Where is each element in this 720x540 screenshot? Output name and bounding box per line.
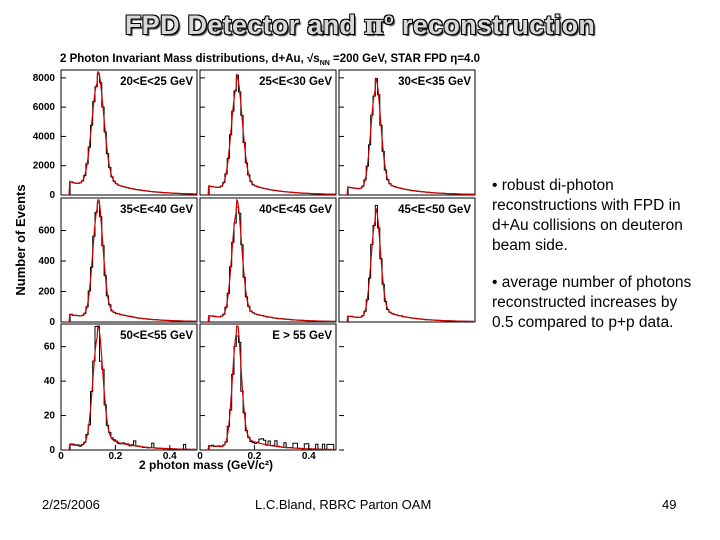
bullet-photon-count: • average number of photons reconstructe… — [492, 274, 692, 331]
y-tick-label: 60 — [44, 342, 56, 353]
x-tick-label: 0.2 — [247, 451, 261, 462]
histogram-series — [339, 204, 476, 323]
x-tick-label: 0.4 — [302, 451, 316, 462]
x-axis-label: 2 photon mass (GeV/c²) — [139, 458, 273, 472]
figure-title-a: 2 Photon Invariant Mass distributions, d… — [60, 53, 307, 65]
panel-frame — [199, 69, 337, 196]
panel-energy-label: 25<E<30 GeV — [259, 76, 332, 88]
y-tick-label: 20 — [44, 411, 56, 422]
y-tick-label: 4000 — [33, 131, 56, 142]
panel-energy-label: E > 55 GeV — [272, 330, 332, 342]
y-tick-label: 0 — [49, 317, 55, 328]
fit-curve — [66, 71, 198, 196]
figure-title-d: =4.0 — [457, 53, 480, 65]
y-tick-label: 200 — [38, 287, 55, 298]
footer-page-number: 49 — [662, 497, 677, 512]
histogram-series — [339, 78, 476, 196]
histogram-series — [61, 73, 198, 196]
footer-author: L.C.Bland, RBRC Parton OAM — [255, 497, 432, 512]
y-axis-label: Number of Events — [13, 184, 28, 295]
fit-curve — [205, 325, 336, 451]
panel-energy-label: 30<E<35 GeV — [398, 76, 471, 88]
x-tick-label: 0 — [197, 451, 203, 462]
histogram-series — [200, 206, 337, 323]
panel-energy-label: 45<E<50 GeV — [398, 204, 471, 216]
histogram-series — [200, 335, 337, 451]
title-suffix: reconstruction — [394, 10, 596, 40]
x-tick-label: 0.2 — [108, 451, 122, 462]
histogram-series — [61, 202, 198, 323]
panel-frame — [338, 197, 476, 323]
fit-curve — [66, 325, 197, 451]
y-tick-label: 6000 — [33, 102, 56, 113]
panel-energy-label: 40<E<45 GeV — [259, 204, 332, 216]
title-pi: π — [363, 10, 385, 41]
histogram-series — [200, 74, 337, 196]
figure-title-sub: NN — [320, 60, 330, 67]
panel-frame — [199, 197, 337, 323]
figure-title: 2 Photon Invariant Mass distributions, d… — [60, 52, 480, 67]
figure-title-sqrt: √s — [307, 52, 320, 65]
y-tick-label: 600 — [38, 226, 55, 237]
x-tick-label: 0 — [58, 451, 64, 462]
title-zero: o — [384, 11, 395, 28]
fit-curve — [205, 73, 336, 196]
panel-energy-label: 20<E<25 GeV — [120, 76, 193, 88]
bullet-di-photon: • robust di-photon reconstructions with … — [492, 177, 683, 254]
x-tick-label: 0.4 — [163, 451, 177, 462]
panel-energy-label: 35<E<40 GeV — [120, 204, 193, 216]
fit-curve — [66, 199, 197, 323]
title-prefix: FPD Detector and — [124, 10, 364, 40]
panel-frame — [338, 69, 476, 196]
y-tick-label: 0 — [49, 445, 55, 456]
panel-frame — [60, 69, 198, 196]
panel-frame — [199, 323, 337, 451]
histogram-series — [61, 325, 198, 451]
fit-curve — [205, 198, 336, 323]
figure-title-eta: η — [450, 53, 457, 65]
panel-frame — [60, 323, 198, 451]
y-tick-label: 400 — [38, 256, 55, 267]
panel-energy-label: 50<E<55 GeV — [120, 330, 193, 342]
footer-date: 2/25/2006 — [42, 497, 100, 512]
y-tick-label: 40 — [44, 376, 56, 387]
fit-curve — [344, 207, 475, 323]
y-tick-label: 0 — [49, 190, 55, 201]
y-tick-label: 8000 — [33, 73, 56, 84]
panel-frame — [60, 197, 198, 323]
y-tick-label: 2000 — [33, 161, 56, 172]
slide-title: FPD Detector and πo reconstruction — [0, 10, 720, 41]
fit-curve — [344, 77, 476, 196]
figure-title-c: =200 GeV, STAR FPD — [330, 53, 450, 65]
